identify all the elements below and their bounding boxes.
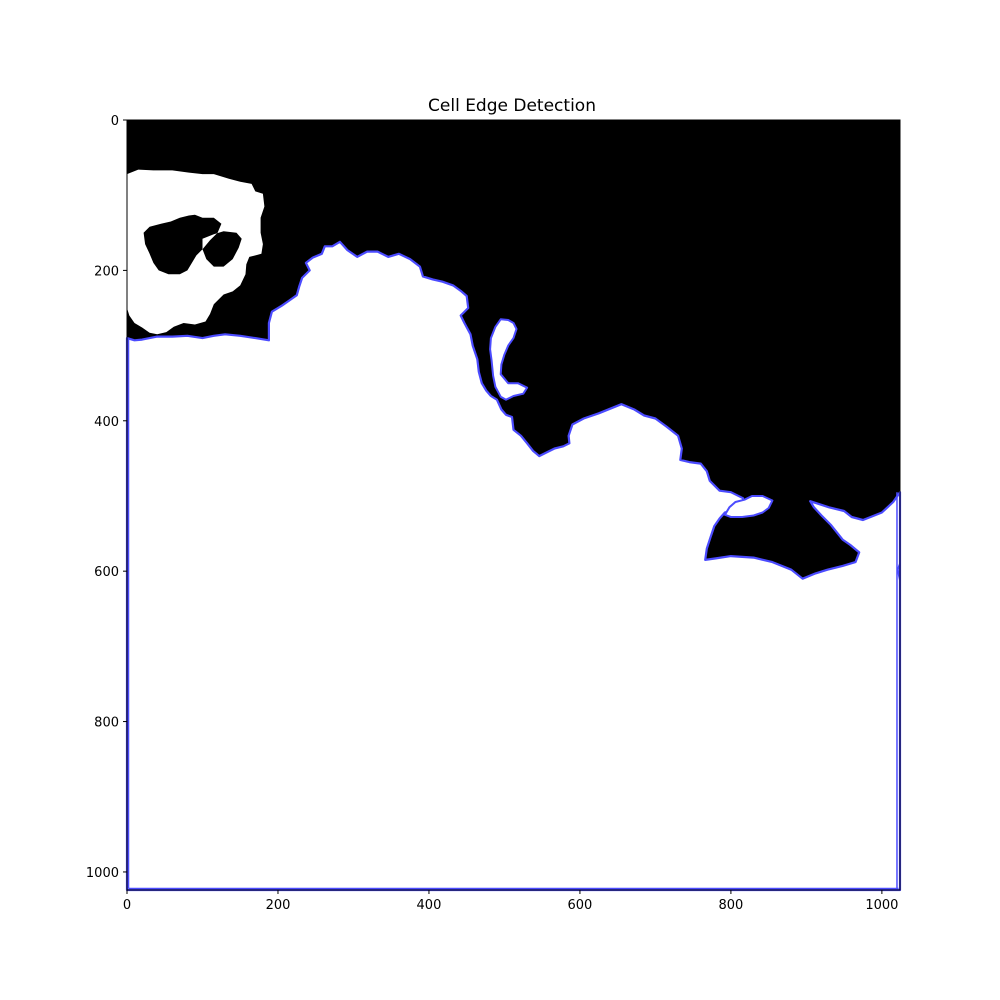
y-tick-label: 600 (94, 565, 119, 580)
x-axis: 0 200 400 600 800 1000 (123, 890, 898, 913)
x-tick-label: 600 (568, 898, 593, 913)
right-lobe-region (723, 495, 774, 518)
y-axis: 0 200 400 600 800 1000 (86, 114, 127, 881)
x-tick-label: 800 (718, 898, 743, 913)
axes-frame (126, 119, 901, 891)
x-tick-label: 1000 (865, 898, 898, 913)
inner-hole-region (489, 318, 529, 401)
y-tick-label: 800 (94, 716, 119, 731)
plot-area (125, 119, 902, 892)
main-cell-region (125, 240, 902, 892)
x-tick-label: 200 (266, 898, 291, 913)
y-tick-label: 400 (94, 415, 119, 430)
y-tick-label: 200 (94, 264, 119, 279)
y-tick-label: 1000 (86, 866, 119, 881)
top-left-cell-region (127, 169, 265, 335)
x-tick-label: 0 (123, 898, 131, 913)
y-tick-label: 0 (111, 114, 119, 129)
chart-title: Cell Edge Detection (428, 96, 596, 116)
segmentation-regions (125, 169, 902, 892)
x-tick-label: 400 (417, 898, 442, 913)
